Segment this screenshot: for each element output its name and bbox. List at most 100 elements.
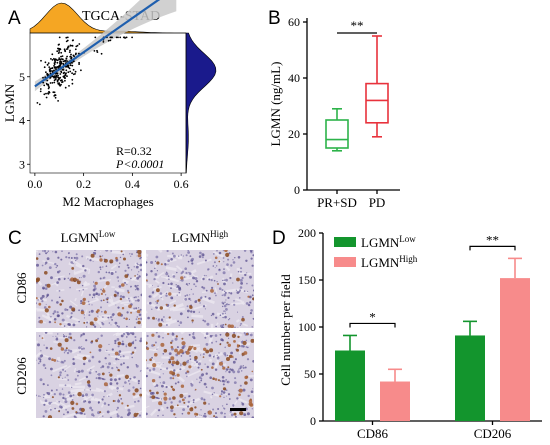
nucleus: [194, 277, 198, 280]
stain: [61, 299, 64, 303]
stain: [125, 317, 128, 321]
nucleus: [140, 397, 142, 399]
nucleus: [128, 297, 130, 300]
nucleus: [212, 355, 215, 358]
nucleus: [226, 380, 230, 384]
stain: [70, 400, 75, 405]
nucleus: [215, 273, 218, 275]
scatter-point: [53, 69, 55, 72]
nucleus: [224, 301, 226, 303]
stain: [239, 411, 244, 416]
stain: [58, 410, 60, 413]
nucleus: [187, 260, 190, 263]
nucleus: [169, 376, 173, 380]
tissue-fiber: [196, 413, 203, 418]
nucleus: [221, 326, 225, 328]
nucleus: [67, 391, 71, 394]
nucleus: [131, 356, 133, 359]
scatter-point: [111, 36, 113, 39]
nucleus: [133, 266, 135, 268]
panel-c-label: C: [8, 228, 22, 249]
tissue-fiber: [111, 250, 125, 255]
scatter-point: [61, 55, 64, 57]
nucleus: [114, 342, 117, 345]
nucleus: [70, 261, 73, 264]
nucleus: [39, 378, 43, 382]
nucleus: [139, 308, 142, 311]
nucleus: [61, 388, 64, 390]
stain: [219, 361, 223, 366]
nucleus: [155, 332, 158, 334]
tissue-fiber: [190, 345, 205, 354]
scatter-point: [38, 103, 41, 106]
nucleus: [63, 325, 66, 327]
panel-b-boxplot: 0 20 40 60 PR+SD PD ** LGMN (ng/mL): [268, 15, 400, 210]
stain: [167, 332, 170, 336]
nucleus: [221, 365, 224, 367]
tissue-fiber: [151, 397, 165, 403]
nucleus: [58, 277, 61, 281]
nucleus: [89, 389, 92, 391]
nucleus: [64, 397, 67, 401]
nucleus: [198, 381, 201, 384]
nucleus: [223, 352, 227, 356]
nucleus: [250, 390, 254, 393]
nucleus: [111, 367, 114, 370]
nucleus: [48, 401, 52, 405]
y-tick-label: 3: [19, 157, 25, 171]
nucleus: [165, 324, 168, 326]
nucleus: [171, 332, 175, 336]
ihc-cd206-low: [36, 332, 142, 418]
scatter-point: [64, 60, 66, 63]
nucleus: [114, 321, 118, 325]
nucleus: [222, 271, 226, 275]
nucleus: [124, 381, 127, 384]
nucleus: [100, 327, 102, 328]
nucleus: [85, 393, 88, 397]
nucleus: [181, 346, 185, 350]
nucleus: [55, 335, 57, 337]
nucleus: [47, 250, 50, 252]
nucleus: [171, 252, 174, 255]
stain: [126, 404, 129, 407]
nucleus: [99, 266, 102, 269]
nucleus: [137, 284, 139, 287]
nucleus: [83, 314, 85, 316]
nucleus: [188, 271, 190, 274]
nucleus: [137, 263, 139, 266]
nucleus: [65, 349, 68, 351]
nucleus: [190, 288, 193, 291]
tissue-fiber: [209, 395, 213, 399]
stain: [133, 412, 138, 417]
nucleus: [46, 295, 49, 297]
stain: [172, 377, 175, 380]
nucleus: [221, 405, 224, 407]
nucleus: [195, 285, 197, 288]
nucleus: [223, 279, 226, 281]
scatter-point: [58, 49, 60, 52]
nucleus: [62, 368, 65, 371]
nucleus: [68, 332, 72, 336]
scatter-point: [68, 85, 70, 87]
legend-sup: Low: [399, 234, 416, 244]
nucleus: [191, 322, 194, 324]
nucleus: [47, 252, 49, 254]
nucleus: [218, 287, 222, 290]
scatter-point: [69, 64, 72, 67]
nucleus: [55, 389, 58, 391]
scatter-point: [71, 78, 74, 81]
nucleus: [140, 370, 142, 372]
scatter-point: [62, 72, 65, 75]
nucleus: [232, 261, 236, 264]
nucleus: [218, 352, 220, 354]
stain: [219, 343, 222, 346]
tissue-fiber: [84, 309, 88, 316]
nucleus: [60, 360, 64, 364]
stain: [152, 316, 155, 320]
stain: [226, 357, 230, 361]
scatter-point: [78, 43, 81, 45]
stain: [59, 323, 62, 326]
nucleus: [56, 337, 58, 339]
scatter-point: [45, 82, 48, 85]
nucleus: [178, 400, 182, 403]
